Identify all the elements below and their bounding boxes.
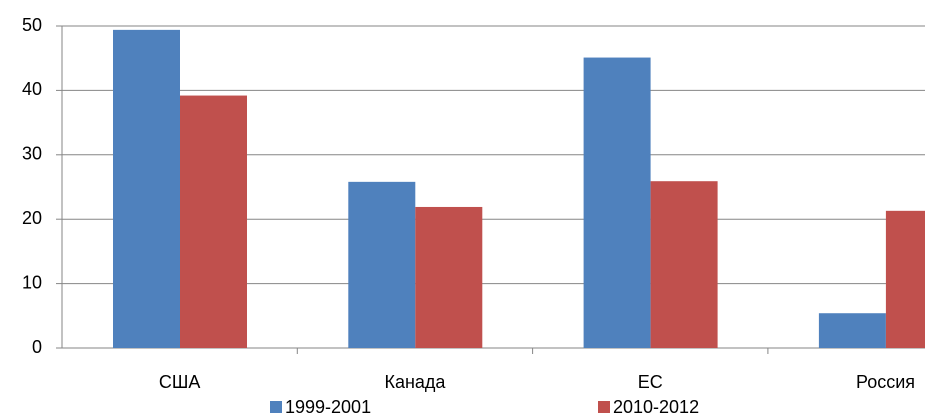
bar bbox=[818, 313, 886, 348]
legend-label: 2010-2012 bbox=[613, 397, 699, 417]
y-tick-label: 40 bbox=[22, 79, 42, 99]
x-tick-label: Россия bbox=[856, 372, 915, 392]
y-tick-label: 30 bbox=[22, 144, 42, 164]
legend-swatch bbox=[598, 401, 610, 413]
bar bbox=[583, 57, 651, 348]
x-tick-label: Канада bbox=[384, 372, 446, 392]
legend-swatch bbox=[270, 401, 282, 413]
bar bbox=[113, 29, 180, 348]
x-tick-label: США bbox=[159, 372, 201, 392]
bar bbox=[348, 181, 416, 348]
bar bbox=[650, 181, 718, 348]
y-tick-label: 10 bbox=[22, 272, 42, 292]
bar bbox=[885, 210, 925, 348]
bar bbox=[180, 95, 247, 348]
y-tick-label: 20 bbox=[22, 208, 42, 228]
y-tick-label: 50 bbox=[22, 15, 42, 35]
y-tick-label: 0 bbox=[32, 337, 42, 357]
bar bbox=[415, 206, 483, 348]
legend-label: 1999-2001 bbox=[285, 397, 371, 417]
x-tick-label: ЕС bbox=[638, 372, 663, 392]
